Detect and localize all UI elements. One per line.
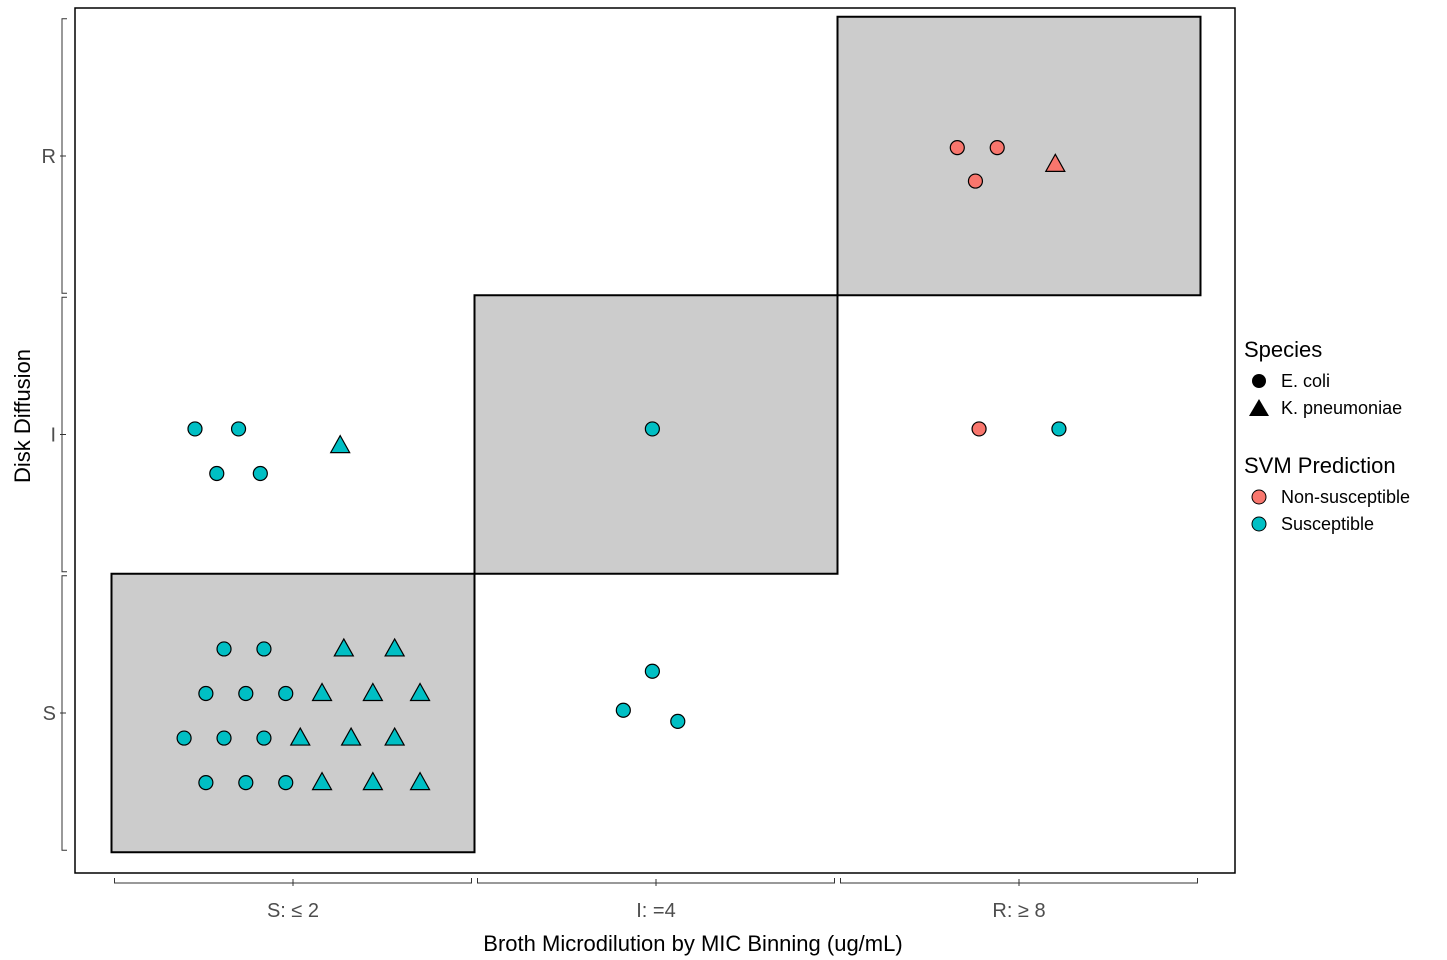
legend-nonsusceptible-label: Non-susceptible [1281,487,1410,507]
point-32 [971,421,987,437]
point-14 [409,771,431,791]
point-36 [967,173,984,189]
point-17 [384,726,406,746]
point-25 [209,465,225,482]
y-bracket-I [61,296,67,573]
legend-prediction-title: SVM Prediction [1244,453,1396,478]
x-tick-label-3: R: ≥ 8 [992,900,1045,922]
point-12 [311,771,333,791]
point-1 [198,775,214,791]
point-8 [238,685,254,702]
point-20 [409,682,431,702]
legend-species-title: Species [1244,337,1322,362]
y-tick-label-I: I [50,425,56,447]
legend-triangle-key [1249,399,1269,416]
legend-susceptible-label: Susceptible [1281,514,1374,534]
point-27 [329,434,351,454]
y-axis-title: Disk Diffusion [10,349,35,483]
point-37 [1044,153,1066,172]
x-bracket-2 [477,878,835,884]
point-21 [333,637,355,657]
point-16 [340,726,362,746]
x-bracket-3 [840,878,1198,884]
y-tick-label-S: S [43,703,56,725]
legend-circle-key [1252,374,1266,388]
point-9 [278,685,294,702]
x-axis-title: Broth Microdilution by MIC Binning (ug/m… [483,931,902,956]
point-34 [949,140,965,156]
point-2 [238,775,254,791]
x-tick-label-1: S: ≤ 2 [267,900,319,922]
legend-susceptible-key [1251,516,1267,532]
point-31 [670,713,686,729]
point-30 [615,702,631,718]
point-24 [230,421,247,437]
point-13 [362,771,384,791]
y-axis: S I R [42,18,67,851]
legend-kpneumoniae-label: K. pneumoniae [1281,398,1402,418]
point-23 [187,421,203,437]
x-axis: S: ≤ 2 I: =4 R: ≥ 8 [114,878,1198,922]
legend-nonsusceptible-key [1251,489,1267,505]
point-5 [216,730,232,746]
point-15 [289,726,311,746]
y-tick-label-R: R [42,146,56,168]
legend: Species E. coli K. pneumoniae SVM Predic… [1244,337,1410,534]
point-29 [644,663,660,679]
x-tick-label-2: I: =4 [636,900,675,922]
agreement-box-3 [836,15,1202,297]
point-22 [384,637,406,657]
point-3 [278,775,294,791]
y-bracket-S [61,575,67,851]
point-6 [256,730,272,746]
x-bracket-1 [114,878,472,884]
point-18 [311,682,333,702]
point-11 [256,641,272,657]
point-26 [252,465,268,482]
legend-ecoli-label: E. coli [1281,371,1330,391]
point-10 [216,641,232,657]
point-33 [1051,421,1067,437]
point-35 [989,140,1005,156]
agreement-box-1 [110,572,476,854]
point-28 [644,421,660,437]
point-7 [198,685,214,702]
point-19 [362,682,384,702]
y-bracket-R [61,18,67,294]
data-points [176,140,1067,791]
point-4 [176,730,192,746]
